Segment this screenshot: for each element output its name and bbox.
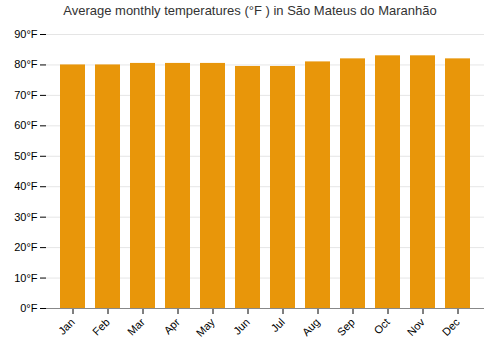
svg-text:Mar: Mar [125,316,147,338]
svg-text:Apr: Apr [161,316,182,337]
svg-text:80°F: 80°F [14,58,38,70]
svg-text:Aug: Aug [300,316,322,338]
svg-text:Dec: Dec [440,315,463,338]
svg-text:10°F: 10°F [14,272,38,284]
svg-text:20°F: 20°F [14,241,38,253]
svg-text:Nov: Nov [405,315,428,338]
svg-text:Jul: Jul [268,316,286,334]
svg-text:Sep: Sep [335,316,357,338]
svg-text:90°F: 90°F [14,28,38,40]
svg-text:40°F: 40°F [14,180,38,192]
svg-text:60°F: 60°F [14,119,38,131]
svg-text:Jun: Jun [231,316,252,337]
html-text:Average monthly temperatures (: Average monthly temperatures (°F ) in Sã… [63,3,437,18]
svg-text:0°F: 0°F [20,302,38,314]
svg-text:May: May [194,315,218,339]
svg-text:70°F: 70°F [14,89,38,101]
svg-text:50°F: 50°F [14,150,38,162]
svg-text:Oct: Oct [371,316,392,337]
svg-text:Feb: Feb [90,316,112,338]
svg-text:Jan: Jan [56,316,77,337]
svg-text:30°F: 30°F [14,211,38,223]
